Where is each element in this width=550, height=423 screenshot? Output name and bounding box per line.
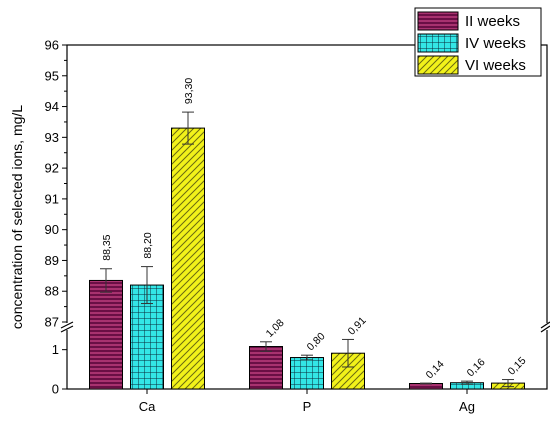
- y-tick-label: 88: [45, 284, 59, 299]
- x-tick-label-p: P: [303, 399, 312, 414]
- bar-ii-weeks-ca: [89, 279, 123, 390]
- error-bar-vi-weeks-ca: [182, 111, 194, 145]
- x-tick-label-ca: Ca: [139, 399, 156, 414]
- bar-ii-weeks-p: [249, 346, 283, 390]
- y-tick-label: 95: [45, 68, 59, 83]
- y-tick-label: 92: [45, 161, 59, 176]
- y-tick-label: 87: [45, 315, 59, 330]
- legend-label-ii-weeks: II weeks: [465, 13, 520, 30]
- data-labels-layer: 88,35 88,20 93,30 1,08 0,80 0,91 0,14 0,16 0,15: [101, 78, 529, 382]
- error-bar-vi-weeks-ag: [502, 379, 514, 388]
- axis-break-mark-right: [540, 321, 550, 333]
- error-bar-iv-weeks-p: [301, 354, 313, 361]
- legend-swatch-vi-weeks: [417, 55, 459, 75]
- y-axis-title: concentration of selected ions, mg/L: [9, 105, 25, 329]
- legend-label-vi-weeks: VI weeks: [465, 57, 526, 74]
- error-bar-iv-weeks-ag: [461, 380, 473, 385]
- bar-iv-weeks-p: [290, 357, 324, 390]
- error-bar-ii-weeks-p: [260, 341, 272, 352]
- y-tick-label: 93: [45, 130, 59, 145]
- y-tick-label: 89: [45, 253, 59, 268]
- legend-swatch-iv-weeks: [417, 33, 459, 53]
- legend-swatch-ii-weeks: [417, 11, 459, 31]
- legend: II weeks IV weeks VI weeks: [414, 7, 542, 77]
- data-label-vi-weeks-p: 0,91: [346, 315, 369, 338]
- data-label-iv-weeks-ca: 88,20: [142, 232, 154, 258]
- error-bar-ii-weeks-ca: [100, 268, 112, 293]
- error-bar-ii-weeks-ag: [420, 382, 432, 385]
- bars-layer: [89, 127, 525, 390]
- legend-label-iv-weeks: IV weeks: [465, 35, 526, 52]
- y-tick-label: 0: [52, 382, 59, 397]
- data-label-vi-weeks-ca: 93,30: [183, 78, 195, 104]
- data-label-iv-weeks-p: 0,80: [305, 330, 328, 353]
- x-tick-label-ag: Ag: [459, 399, 475, 414]
- error-bar-vi-weeks-p: [342, 338, 354, 368]
- data-label-ii-weeks-ca: 88,35: [101, 234, 113, 260]
- data-label-vi-weeks-ag: 0,15: [506, 355, 529, 378]
- error-bar-iv-weeks-ca: [141, 266, 153, 305]
- data-label-iv-weeks-ag: 0,16: [465, 356, 488, 379]
- y-axis: 0 1 87 88 89 90 91 92 93 94 95 96: [45, 38, 67, 397]
- error-bars-layer: [100, 111, 514, 388]
- bar-vi-weeks-ca: [171, 127, 205, 390]
- y-tick-label: 91: [45, 191, 59, 206]
- axis-break-gap: [59, 323, 550, 330]
- data-label-ii-weeks-p: 1,08: [264, 317, 287, 340]
- y-tick-label: 96: [45, 38, 59, 53]
- axis-break-mark-left: [60, 321, 74, 333]
- y-tick-label: 1: [52, 342, 59, 357]
- data-label-ii-weeks-ag: 0,14: [424, 358, 447, 381]
- x-axis: Ca P Ag: [139, 389, 475, 414]
- y-tick-label: 90: [45, 222, 59, 237]
- y-tick-label: 94: [45, 99, 59, 114]
